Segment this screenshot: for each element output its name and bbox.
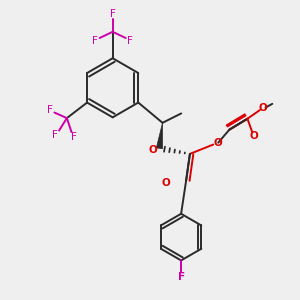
Text: F: F <box>47 105 53 115</box>
Text: O: O <box>148 145 157 155</box>
Polygon shape <box>156 123 163 149</box>
Text: O: O <box>213 138 222 148</box>
Text: F: F <box>178 272 185 282</box>
Text: F: F <box>128 35 133 46</box>
Text: F: F <box>71 132 76 142</box>
Text: O: O <box>259 103 267 113</box>
Text: F: F <box>92 35 98 46</box>
Text: O: O <box>249 130 258 140</box>
Text: O: O <box>161 178 170 188</box>
Text: F: F <box>52 130 58 140</box>
Text: F: F <box>110 9 116 19</box>
